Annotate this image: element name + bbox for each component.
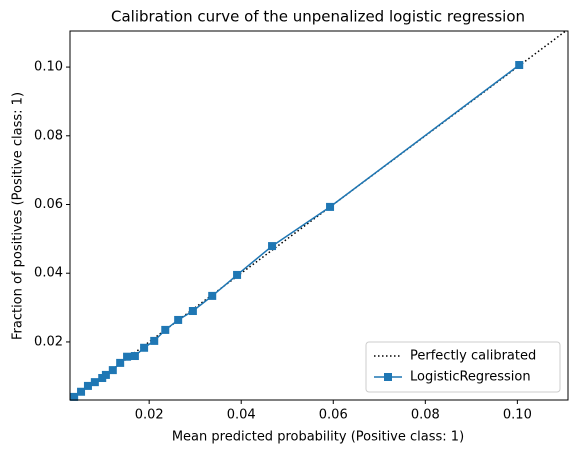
marker [130, 352, 139, 361]
x-axis-label: Mean predicted probability (Positive cla… [172, 430, 464, 445]
marker [326, 202, 335, 211]
marker [515, 61, 524, 70]
x-tick-label: 0.10 [503, 408, 532, 423]
legend-label: Perfectly calibrated [410, 349, 536, 364]
chart-title: Calibration curve of the unpenalized log… [111, 8, 525, 26]
y-tick-label: 0.06 [34, 197, 63, 212]
marker [208, 291, 217, 300]
legend-box [365, 341, 561, 393]
y-tick-label: 0.02 [34, 334, 63, 349]
x-tick-label: 0.04 [227, 408, 256, 423]
marker [150, 336, 159, 345]
marker [83, 381, 92, 390]
legend-label: LogisticRegression [410, 370, 531, 385]
marker [188, 307, 197, 316]
marker [101, 370, 110, 379]
marker [174, 315, 183, 324]
marker [268, 242, 277, 251]
x-tick-label: 0.02 [135, 408, 164, 423]
x-tick-label: 0.08 [411, 408, 440, 423]
marker [123, 352, 132, 361]
marker [116, 358, 125, 367]
marker [77, 387, 86, 396]
y-tick-label: 0.04 [34, 266, 63, 281]
marker [90, 378, 99, 387]
plot-frame [69, 30, 569, 401]
y-tick-label: 0.10 [34, 60, 63, 75]
marker [108, 366, 117, 375]
marker [140, 343, 149, 352]
marker [70, 392, 79, 401]
legend-marker [384, 373, 392, 381]
marker [161, 325, 170, 334]
y-axis-label: Fraction of positives (Positive class: 1… [11, 92, 26, 340]
marker [233, 270, 242, 279]
y-tick-label: 0.08 [34, 128, 63, 143]
x-tick-label: 0.06 [319, 408, 348, 423]
